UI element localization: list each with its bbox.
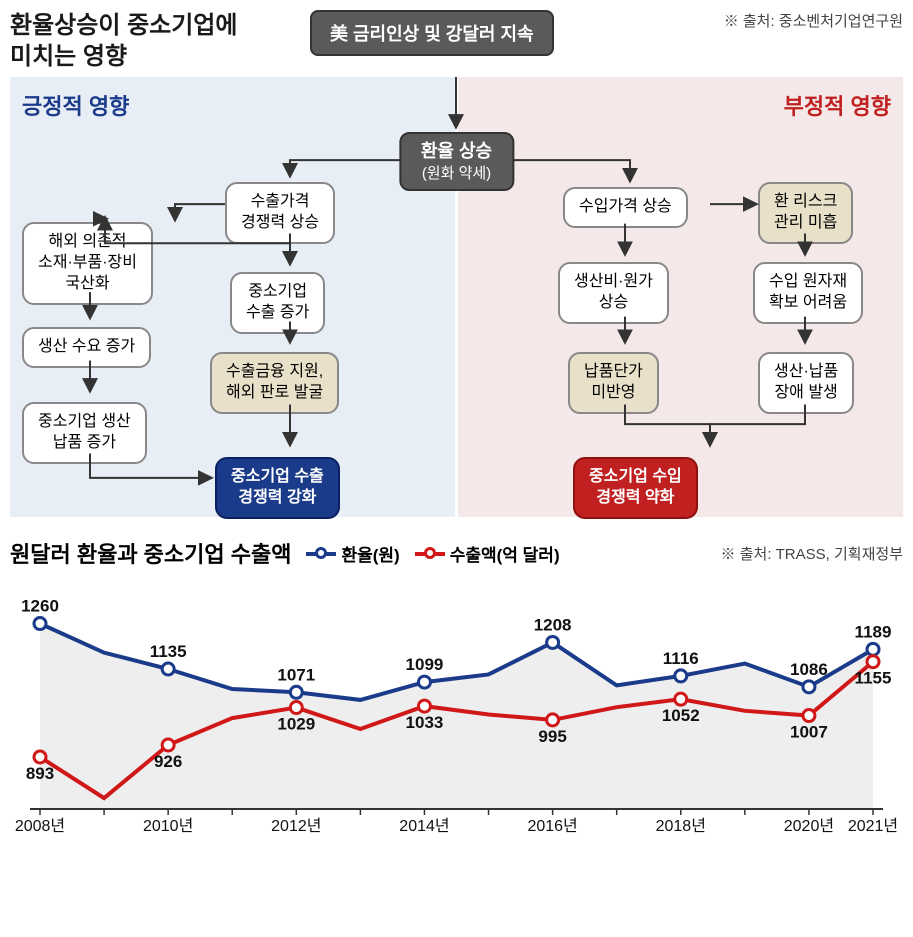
svg-text:2008년: 2008년 <box>15 817 65 835</box>
pos-n3: 중소기업수출 증가 <box>230 272 325 334</box>
svg-text:1007: 1007 <box>790 723 828 742</box>
top-origin-node: 美 금리인상 및 강달러 지속 <box>310 10 554 56</box>
neg-n4: 수입 원자재확보 어려움 <box>753 262 863 324</box>
svg-text:1033: 1033 <box>406 713 444 732</box>
pos-n5: 수출금융 지원,해외 판로 발굴 <box>210 352 339 414</box>
svg-text:1135: 1135 <box>150 642 187 661</box>
hub-node: 환율 상승 (원화 약세) <box>399 132 514 191</box>
svg-text:1071: 1071 <box>277 666 315 685</box>
svg-text:1029: 1029 <box>277 715 315 734</box>
svg-text:1208: 1208 <box>534 616 572 635</box>
line-chart: 2008년 2010년 2012년 2014년 2016년 2018년 2020년 2021년… <box>10 579 903 839</box>
svg-text:1260: 1260 <box>21 597 59 616</box>
pos-n1: 수출가격경쟁력 상승 <box>225 182 335 244</box>
svg-text:995: 995 <box>538 727 566 746</box>
source-top: ※ 출처: 중소벤처기업연구원 <box>724 10 903 31</box>
legend-export: 수출액(억 달러) <box>415 541 560 566</box>
svg-text:893: 893 <box>26 764 54 783</box>
svg-text:1116: 1116 <box>663 649 699 668</box>
svg-text:1052: 1052 <box>662 707 700 726</box>
svg-text:1099: 1099 <box>406 655 444 674</box>
neg-n3: 생산비·원가상승 <box>558 262 669 324</box>
svg-text:2016년: 2016년 <box>527 817 577 835</box>
chart-title: 원달러 환율과 중소기업 수출액 <box>10 537 291 569</box>
pos-n6: 중소기업 생산납품 증가 <box>22 402 147 464</box>
neg-n1: 수입가격 상승 <box>563 187 688 228</box>
positive-title: 긍정적 영향 <box>22 89 443 121</box>
legend-rate-label: 환율(원) <box>341 541 399 566</box>
negative-title: 부정적 영향 <box>470 89 891 121</box>
neg-n6: 생산·납품장애 발생 <box>758 352 854 414</box>
svg-text:2014년: 2014년 <box>399 817 449 835</box>
svg-text:2010년: 2010년 <box>143 817 193 835</box>
svg-text:2018년: 2018년 <box>656 817 706 835</box>
positive-panel: 긍정적 영향 수출가격경쟁력 상승 해외 의존적소재·부품·장비국산화 중소기업… <box>10 77 455 517</box>
svg-text:1155: 1155 <box>855 669 892 688</box>
svg-text:2012년: 2012년 <box>271 817 321 835</box>
hub-sub: (원화 약세) <box>421 164 492 184</box>
svg-text:926: 926 <box>154 752 182 771</box>
flowchart-area: 환율 상승 (원화 약세) 긍정적 영향 수출가격경쟁력 상승 해외 의존적소재… <box>10 77 903 517</box>
svg-text:1086: 1086 <box>790 660 828 679</box>
hub-main: 환율 상승 <box>421 140 492 163</box>
neg-n2: 환 리스크관리 미흡 <box>758 182 853 244</box>
svg-text:1189: 1189 <box>855 623 892 642</box>
chart-source: ※ 출처: TRASS, 기획재정부 <box>721 543 903 564</box>
neg-result: 중소기업 수입경쟁력 약화 <box>573 457 698 519</box>
neg-n5: 납품단가미반영 <box>568 352 659 414</box>
legend-export-label: 수출액(억 달러) <box>450 541 560 566</box>
negative-panel: 부정적 영향 수입가격 상승 환 리스크관리 미흡 생산비·원가상승 수입 원자… <box>458 77 903 517</box>
chart-section: 원달러 환율과 중소기업 수출액 환율(원) 수출액(억 달러) ※ 출처: T… <box>10 537 903 839</box>
legend-rate: 환율(원) <box>306 541 399 566</box>
pos-n4: 생산 수요 증가 <box>22 327 151 368</box>
svg-text:2020년: 2020년 <box>784 817 834 835</box>
svg-text:2021년: 2021년 <box>848 817 898 835</box>
pos-n2: 해외 의존적소재·부품·장비국산화 <box>22 222 153 304</box>
pos-result: 중소기업 수출경쟁력 강화 <box>215 457 340 519</box>
main-title: 환율상승이 중소기업에미치는 영향 <box>10 10 290 72</box>
